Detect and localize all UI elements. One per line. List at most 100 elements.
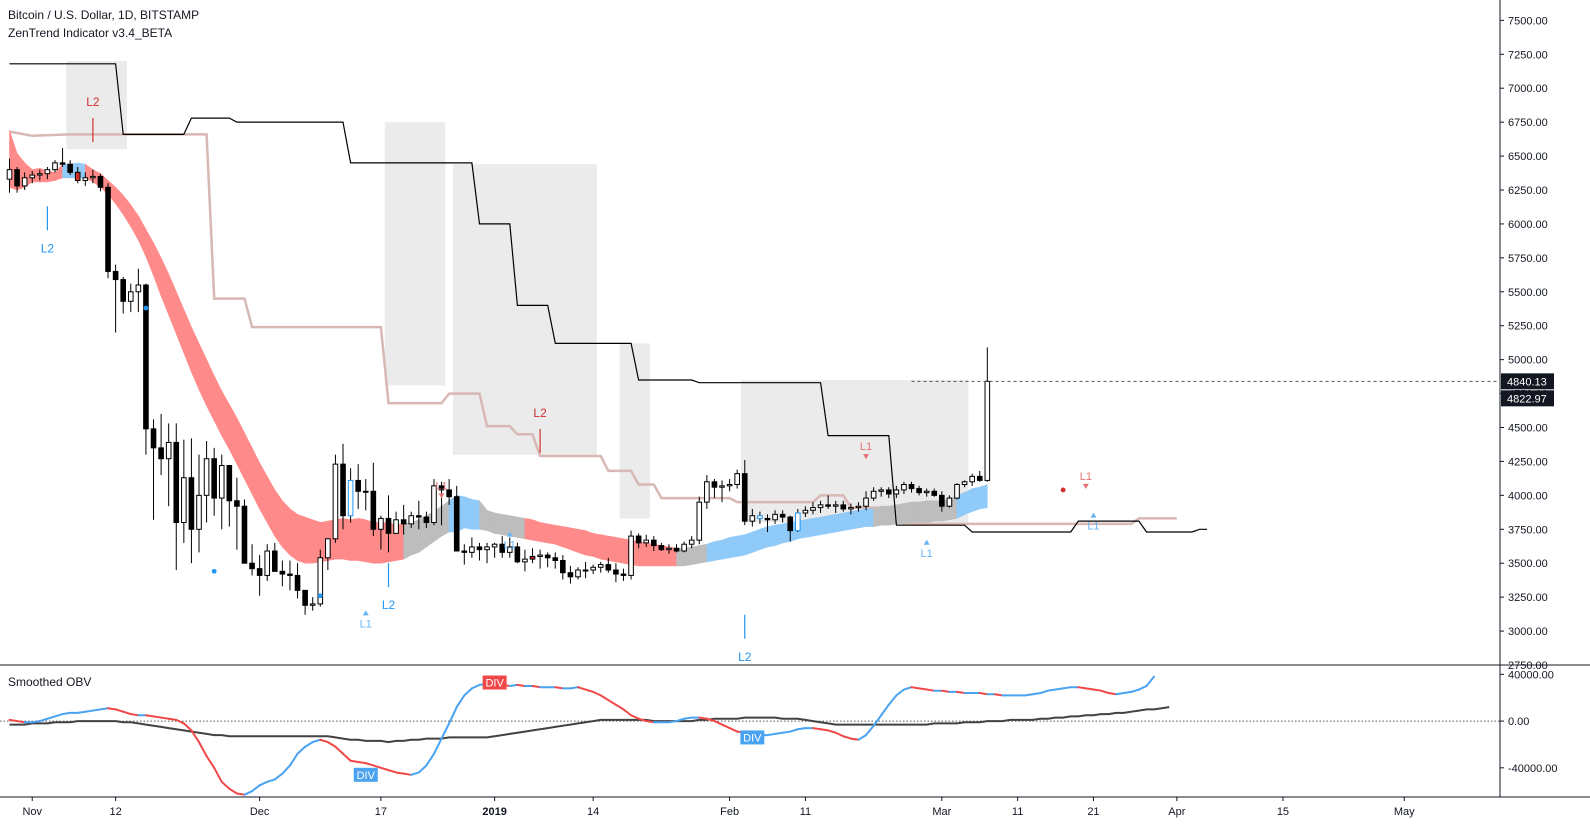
obv-line-segment <box>1024 693 1034 697</box>
obv-line-segment <box>144 714 155 718</box>
ribbon-segment <box>501 514 511 537</box>
obv-axis[interactable]: 40000.00 0.00 -40000.00 <box>0 669 1590 798</box>
obv-line-segment <box>281 764 291 775</box>
obv-line-segment <box>357 760 367 765</box>
obv-line-segment <box>1031 692 1042 696</box>
obv-line-segment <box>577 686 587 691</box>
candle <box>105 183 111 279</box>
candle <box>544 552 551 568</box>
obv-line-segment <box>311 738 322 744</box>
candle <box>688 536 695 549</box>
ribbon-segment <box>441 500 450 537</box>
signal-l1: L1 <box>1087 512 1100 533</box>
candle <box>984 347 991 482</box>
candle <box>74 166 81 184</box>
obv-line-segment <box>296 745 307 755</box>
obv-line-segment <box>918 687 928 691</box>
time-tick-label: 2019 <box>482 806 506 818</box>
ribbon-segment <box>463 496 473 530</box>
signal-l2: L2 <box>41 206 54 255</box>
signal-label: L2 <box>382 598 396 612</box>
obv-line-segment <box>1092 688 1103 692</box>
ribbon-segment <box>251 447 260 510</box>
candle-body <box>741 473 748 522</box>
marker-label: L1 <box>504 540 516 552</box>
div-box <box>740 730 765 745</box>
candle <box>135 268 142 313</box>
ribbon-segment <box>585 530 594 557</box>
obv-line-segment <box>728 727 739 733</box>
ribbon-segment <box>115 186 124 216</box>
candle-body <box>150 428 157 449</box>
candle <box>59 147 66 167</box>
candle <box>969 473 975 486</box>
last-price-box <box>1501 373 1554 390</box>
obv-line-segment <box>713 720 724 726</box>
trail-line-path <box>9 130 1177 526</box>
obv-title: Smoothed OBV <box>8 675 92 689</box>
shade-zone <box>619 343 651 519</box>
ribbon-segment <box>471 499 480 530</box>
candle-body <box>704 481 710 503</box>
candle-body <box>309 603 316 606</box>
candle-body <box>635 535 642 544</box>
obv-line-segment <box>925 688 936 692</box>
ribbon-segment <box>554 524 564 548</box>
candle-body <box>105 186 111 272</box>
ribbon-segment <box>638 541 647 567</box>
obv-line-segment <box>675 717 686 723</box>
obv-line-segment <box>865 724 875 737</box>
candle-body <box>74 171 81 182</box>
obv-line-segment <box>508 683 519 688</box>
candle-body <box>127 291 134 302</box>
candle <box>893 485 900 499</box>
candle-body <box>203 458 210 496</box>
candle <box>643 534 650 547</box>
candle-body <box>840 504 847 510</box>
obv-line-segment <box>993 693 1004 697</box>
candle <box>416 500 422 530</box>
candle <box>651 536 657 551</box>
ribbon-segment <box>600 534 609 561</box>
ribbon-segment <box>865 508 874 527</box>
candle <box>181 439 187 543</box>
candle-body <box>97 175 104 188</box>
candle-body <box>984 380 991 481</box>
candle-body <box>173 441 180 523</box>
ribbon-segment <box>812 516 821 537</box>
ribbon-segment <box>206 359 215 421</box>
marker-label: L1 <box>921 548 933 560</box>
candle <box>370 462 377 537</box>
obv-line-segment <box>61 711 72 716</box>
obv-line-segment <box>1039 689 1049 695</box>
signal-label: L2 <box>533 406 547 420</box>
ribbon-segment <box>289 508 298 562</box>
candle-body <box>772 513 778 521</box>
candle <box>340 443 346 530</box>
ribbon-segment <box>607 535 617 563</box>
time-axis[interactable]: Nov 12 Dec 17 2019 14 Feb 11 Mar 11 21 Apr 15 May <box>22 797 1415 818</box>
candle <box>438 481 445 526</box>
obv-line-segment <box>531 685 542 689</box>
signal-dot <box>143 305 149 311</box>
price-tick-label: 5750.00 <box>1508 253 1548 265</box>
candle <box>29 171 36 184</box>
candle <box>749 508 756 527</box>
candle <box>143 283 149 455</box>
candle <box>491 542 498 558</box>
ribbon-segment <box>835 512 844 533</box>
candle-body <box>14 169 20 187</box>
obv-line-segment <box>978 692 989 696</box>
price-axis[interactable]: 2750.00 3000.00 3250.00 3500.00 3750.00 4000.… <box>0 0 1590 797</box>
obv-line-segment <box>198 741 208 758</box>
obv-line-segment <box>1122 690 1133 695</box>
time-tick-label: Apr <box>1168 806 1185 818</box>
candle <box>878 487 885 497</box>
ribbon-segment <box>547 523 556 545</box>
ribbon-segment <box>850 509 859 530</box>
obv-line-segment <box>440 722 451 740</box>
candle-body <box>241 505 248 564</box>
candle <box>613 563 619 583</box>
marker-arrow-down <box>1082 483 1089 489</box>
